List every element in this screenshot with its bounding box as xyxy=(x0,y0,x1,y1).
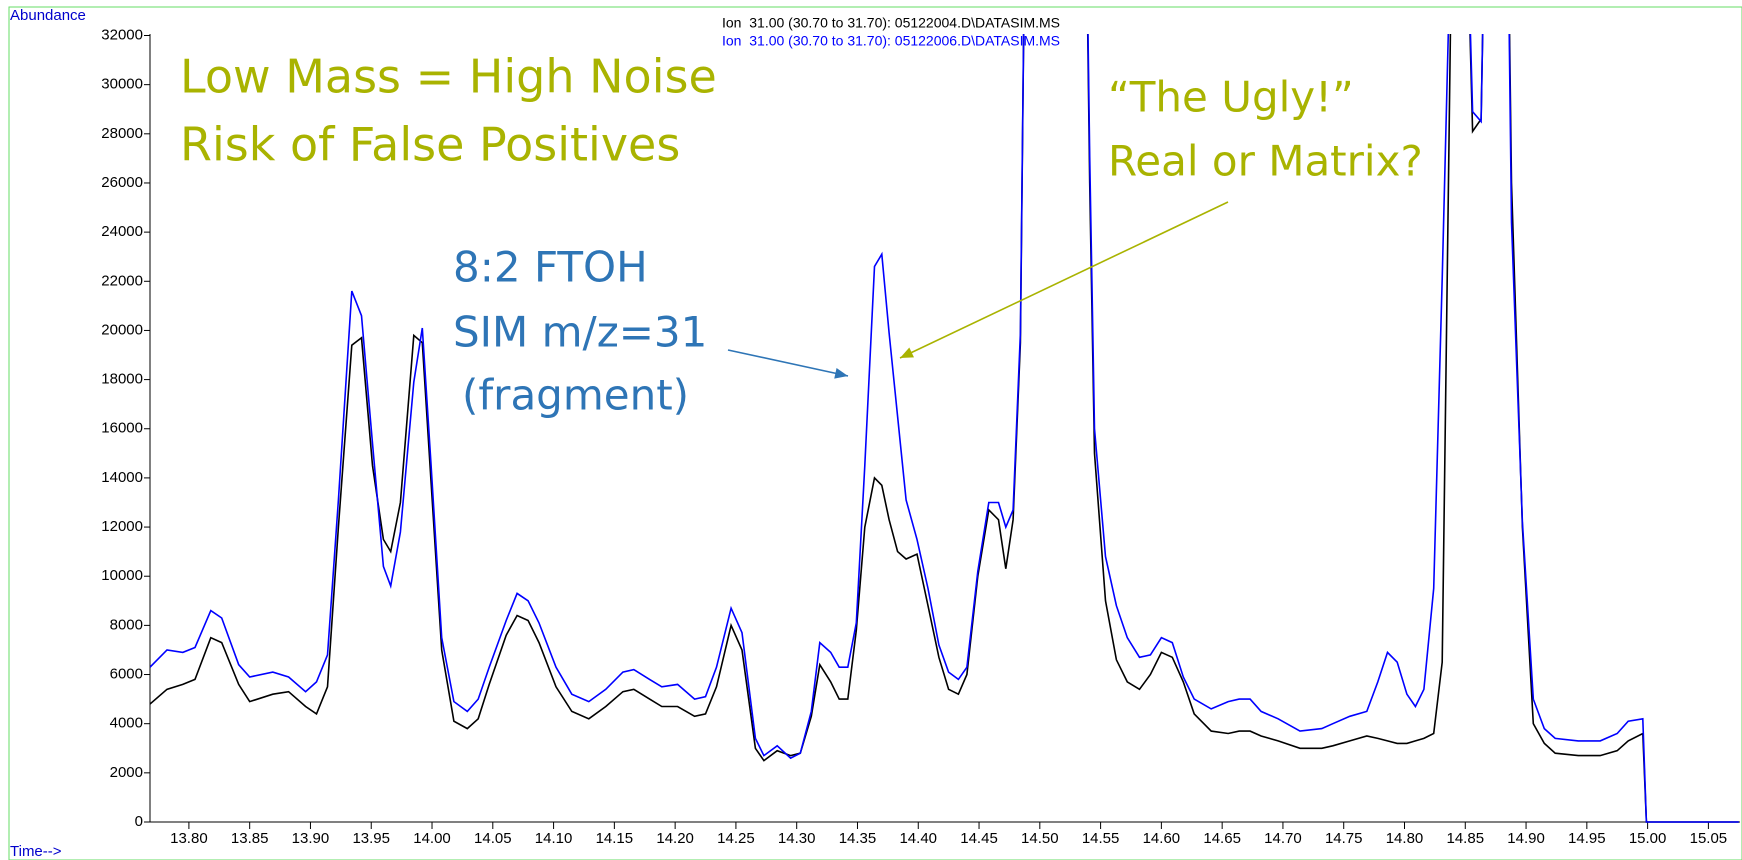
series-line xyxy=(150,34,1739,823)
x-tick-label: 14.35 xyxy=(839,830,877,847)
y-tick-label: 2000 xyxy=(110,764,143,781)
annotation: “The Ugly!” xyxy=(1108,73,1354,122)
x-tick-label: 14.20 xyxy=(656,830,694,847)
y-tick-label: 22000 xyxy=(101,272,143,289)
x-tick-label: 13.85 xyxy=(231,830,269,847)
y-axis-label: Abundance xyxy=(10,7,86,24)
x-axis-label: Time--> xyxy=(10,843,62,860)
x-tick-label: 14.80 xyxy=(1386,830,1424,847)
y-tick-label: 4000 xyxy=(110,715,143,732)
x-tick-label: 14.25 xyxy=(717,830,755,847)
x-tick-label: 15.05 xyxy=(1690,830,1728,847)
x-tick-label: 14.15 xyxy=(596,830,634,847)
y-tick-label: 0 xyxy=(135,813,143,830)
x-tick-label: 13.80 xyxy=(170,830,208,847)
x-tick-label: 14.70 xyxy=(1264,830,1302,847)
legend-label: Ion 31.00 (30.70 to 31.70): 05122004.D\D… xyxy=(722,15,1060,31)
legend-label: Ion 31.00 (30.70 to 31.70): 05122006.D\D… xyxy=(722,33,1060,49)
y-tick-label: 26000 xyxy=(101,174,143,191)
y-tick-label: 30000 xyxy=(101,76,143,93)
x-tick-label: 14.10 xyxy=(535,830,573,847)
x-tick-label: 14.00 xyxy=(413,830,451,847)
x-tick-label: 14.90 xyxy=(1507,830,1545,847)
plot-area xyxy=(150,34,1739,823)
blue-arrow xyxy=(727,349,849,377)
annotation: (fragment) xyxy=(462,371,689,420)
x-tick-label: 14.65 xyxy=(1203,830,1241,847)
annotation: 8:2 FTOH xyxy=(453,243,648,292)
x-tick-label: 14.05 xyxy=(474,830,512,847)
annotation: SIM m/z=31 xyxy=(453,308,707,357)
y-tick-label: 14000 xyxy=(101,469,143,486)
y-tick-label: 24000 xyxy=(101,223,143,240)
x-tick-label: 14.50 xyxy=(1021,830,1059,847)
annotation: Low Mass = High Noise xyxy=(180,50,717,104)
x-tick-label: 14.40 xyxy=(899,830,937,847)
x-tick-label: 13.90 xyxy=(292,830,330,847)
annotation: Real or Matrix? xyxy=(1108,137,1423,186)
x-tick-label: 14.85 xyxy=(1447,830,1485,847)
y-tick-label: 18000 xyxy=(101,371,143,388)
yellow-arrow-head xyxy=(900,347,914,358)
y-tick-label: 32000 xyxy=(101,26,143,43)
yellow-arrow xyxy=(899,201,1229,359)
x-tick-label: 14.30 xyxy=(778,830,816,847)
x-tick-label: 14.60 xyxy=(1143,830,1181,847)
y-tick-label: 16000 xyxy=(101,420,143,437)
x-tick-label: 14.75 xyxy=(1325,830,1363,847)
y-tick-label: 8000 xyxy=(110,616,143,633)
blue-arrow-head xyxy=(834,367,848,379)
x-tick-label: 14.95 xyxy=(1568,830,1606,847)
x-tick-label: 14.55 xyxy=(1082,830,1120,847)
y-tick-label: 20000 xyxy=(101,321,143,338)
x-tick-label: 15.00 xyxy=(1629,830,1667,847)
frame xyxy=(8,6,1742,860)
x-tick-label: 13.95 xyxy=(352,830,390,847)
y-tick-label: 6000 xyxy=(110,666,143,683)
y-tick-label: 28000 xyxy=(101,125,143,142)
annotation: Risk of False Positives xyxy=(180,118,680,172)
x-tick-label: 14.45 xyxy=(960,830,998,847)
series-line xyxy=(150,34,1739,823)
y-tick-label: 10000 xyxy=(101,567,143,584)
y-tick-label: 12000 xyxy=(101,518,143,535)
